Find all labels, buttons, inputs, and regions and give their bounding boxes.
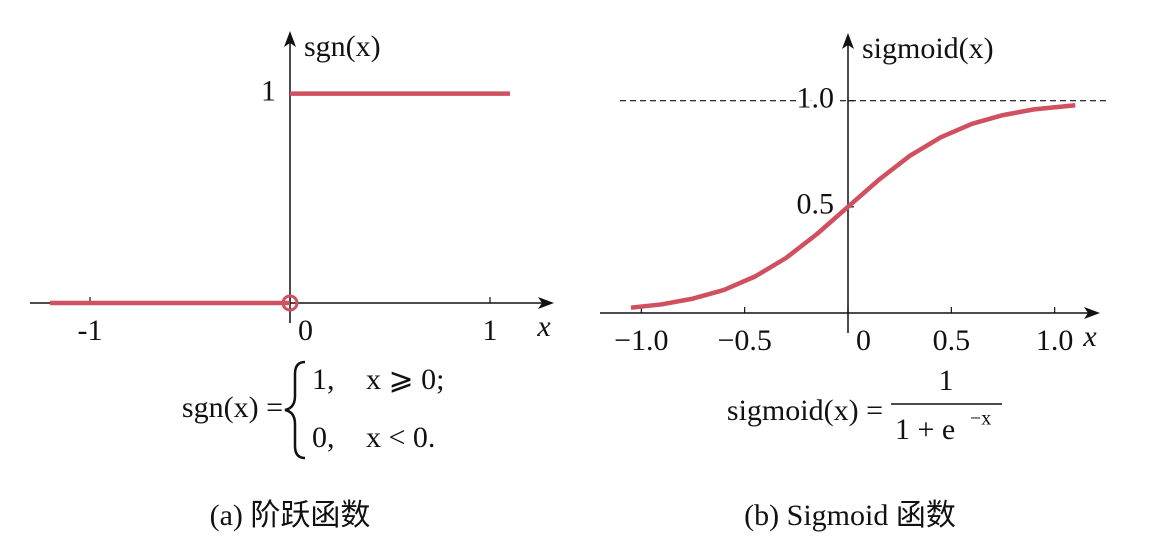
x-tick-label: 0 xyxy=(298,314,313,347)
formula-case1-cond: x ⩾ 0; xyxy=(366,363,444,396)
x-arrow xyxy=(538,297,554,309)
caption: (a) 阶跃函数 xyxy=(210,499,371,532)
formula-numerator: 1 xyxy=(939,364,954,397)
x-axis-label: x xyxy=(1082,320,1097,353)
y-axis-label: sigmoid(x) xyxy=(862,32,994,65)
formula-denominator: 1 + e xyxy=(895,413,955,446)
y-tick-label: 1.0 xyxy=(797,82,835,115)
series-line xyxy=(630,102,1076,310)
x-tick-label: −0.5 xyxy=(717,324,771,357)
x-tick-label: -1 xyxy=(78,314,103,347)
series-line xyxy=(50,91,510,306)
formula-exponent: −x xyxy=(970,408,991,430)
formula-case2-value: 0, xyxy=(312,421,335,454)
x-tick-label: 1.0 xyxy=(1036,324,1074,357)
y-arrow xyxy=(284,31,296,47)
x-tick-label: 0.5 xyxy=(933,324,971,357)
formula-case1-value: 1, xyxy=(312,363,335,396)
x-tick-label: −1.0 xyxy=(614,324,668,357)
x-arrow xyxy=(1084,307,1100,319)
y-tick-label: 1 xyxy=(261,75,276,108)
formula-lhs: sigmoid(x) = xyxy=(727,394,883,427)
caption: (b) Sigmoid 函数 xyxy=(744,499,956,532)
open-marker xyxy=(281,294,299,312)
y-tick-label: 0.5 xyxy=(797,188,835,221)
x-axis-label: x xyxy=(536,310,551,343)
formula-lhs: sgn(x) = xyxy=(182,391,283,424)
y-axis-label: sgn(x) xyxy=(304,30,381,63)
x-tick-label: 0 xyxy=(856,324,871,357)
y-arrow xyxy=(842,33,854,49)
formula-brace xyxy=(284,360,306,460)
formula-case2-cond: x < 0. xyxy=(366,421,435,454)
x-tick-label: 1 xyxy=(483,314,498,347)
